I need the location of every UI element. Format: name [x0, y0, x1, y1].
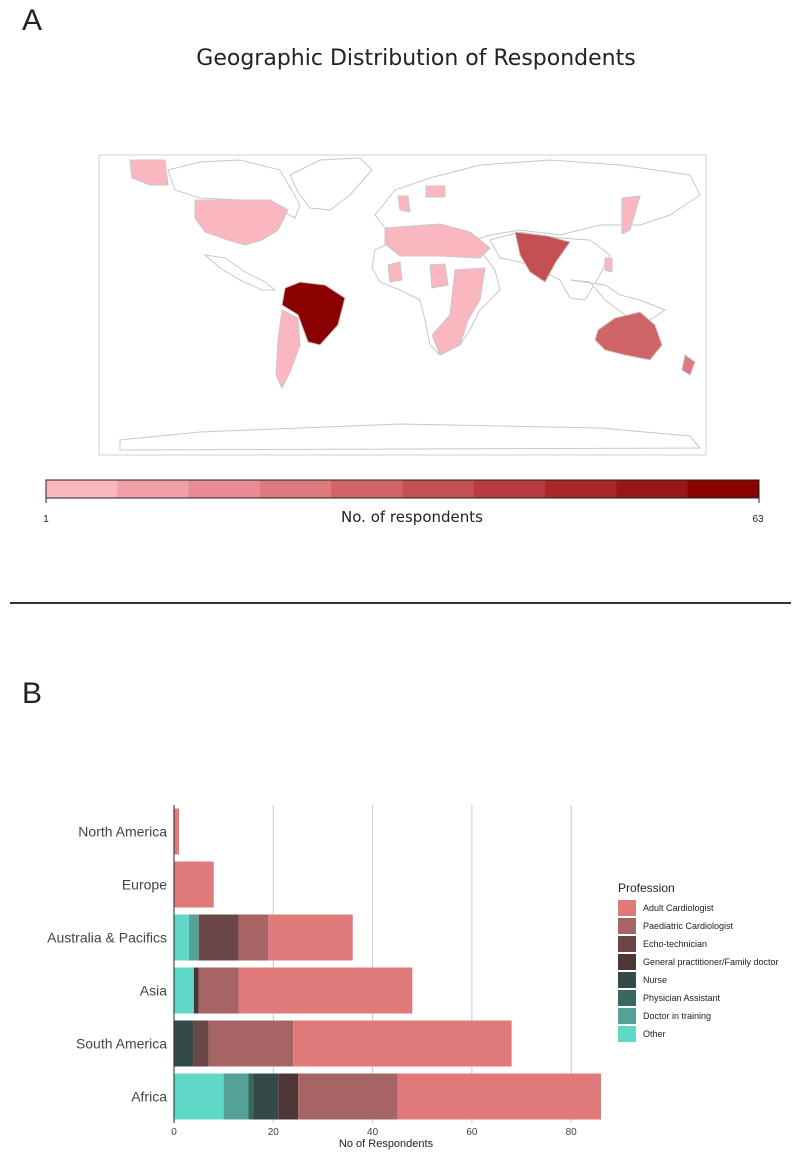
category-label: North America	[78, 824, 167, 840]
legend-label: Physician Assistant	[643, 993, 721, 1003]
colorbar-segment	[331, 480, 403, 498]
legend-label: Doctor in training	[643, 1011, 711, 1021]
colorbar	[45, 479, 760, 503]
legend-label: Paediatric Cardiologist	[643, 921, 734, 931]
india	[514, 231, 571, 283]
bar-segment	[174, 1073, 224, 1120]
panel-divider	[10, 602, 791, 604]
uk	[397, 195, 411, 213]
colorbar-border	[45, 479, 760, 499]
bar-segment	[223, 1073, 249, 1120]
x-tick-label: 60	[466, 1127, 478, 1138]
category-label: Asia	[140, 983, 167, 999]
alaska	[129, 159, 169, 186]
bar-segment	[174, 967, 194, 1014]
bar-segment	[198, 967, 239, 1014]
colorbar-segment	[687, 480, 760, 498]
southern-cone	[275, 309, 301, 390]
bar-segment	[174, 1020, 194, 1067]
bar-segment	[174, 808, 179, 855]
legend-label: Adult Cardiologist	[643, 903, 714, 913]
respondent-countries	[129, 159, 696, 390]
x-tick-label: 20	[268, 1127, 280, 1138]
legend-swatch	[618, 1026, 636, 1042]
colorbar-segment	[117, 480, 190, 498]
central-africa	[429, 263, 449, 289]
bar-segment	[253, 1073, 279, 1120]
x-tick-label: 0	[171, 1127, 177, 1138]
legend-swatch	[618, 900, 636, 916]
category-labels: Africa South America Asia Australia & Pacif…	[47, 824, 167, 1105]
bar-segment	[293, 1020, 512, 1067]
north-africa	[384, 223, 491, 259]
west-africa	[387, 261, 403, 283]
bar-segment	[188, 914, 199, 961]
philippines	[604, 257, 613, 273]
legend-title: Profession	[618, 881, 675, 895]
legend-label: Echo-technician	[643, 939, 707, 949]
colorbar-segment	[545, 480, 617, 498]
bar-segment	[238, 914, 269, 961]
russia-part	[425, 185, 446, 198]
east-africa	[431, 267, 486, 356]
bar-segment	[193, 967, 199, 1014]
legend: Adult Cardiologist Paediatric Cardiologis…	[618, 900, 779, 1042]
bar-segment	[193, 1020, 209, 1067]
category-label: Australia & Pacifics	[47, 930, 167, 946]
colorbar-segment	[473, 480, 546, 498]
x-tick-label: 40	[367, 1127, 379, 1138]
colorbar-segment	[616, 480, 689, 498]
bar-segment	[278, 1073, 299, 1120]
legend-swatch	[618, 954, 636, 970]
colorbar-min-label: 1	[43, 514, 49, 525]
legend-label: Other	[643, 1029, 666, 1039]
legend-label: General practitioner/Family doctor	[643, 957, 779, 967]
bar-segment	[397, 1073, 601, 1120]
colorbar-title: No. of respondents	[341, 508, 483, 526]
category-label: Europe	[122, 877, 167, 893]
legend-label: Nurse	[643, 975, 667, 985]
legend-swatch	[618, 936, 636, 952]
grid-lines	[272, 805, 572, 1123]
bars	[174, 808, 601, 1120]
colorbar-max-label: 63	[752, 514, 764, 525]
bar-segment	[298, 1073, 398, 1120]
panel-b-label: B	[22, 677, 43, 710]
colorbar-segment	[188, 480, 261, 498]
usa	[194, 199, 289, 246]
brazil	[281, 281, 346, 346]
panel-a-label: A	[22, 4, 43, 37]
category-label: Africa	[131, 1089, 167, 1105]
bar-segment	[238, 967, 413, 1014]
x-tick-label: 80	[566, 1127, 578, 1138]
bar-segment	[174, 914, 189, 961]
bar-segment	[208, 1020, 294, 1067]
colorbar-segment	[259, 480, 332, 498]
bar-segment	[268, 914, 353, 961]
legend-swatch	[618, 972, 636, 988]
x-axis-title: No of Respondents	[339, 1138, 434, 1150]
x-ticks: 0 20 40 60 80	[171, 1127, 577, 1138]
map-title: Geographic Distribution of Respondents	[196, 46, 636, 71]
world-map: No. of respondents 1 63	[43, 154, 764, 526]
colorbar-segment	[402, 480, 475, 498]
japan	[621, 195, 641, 235]
bar-segment	[198, 914, 239, 961]
colorbar-segment	[46, 480, 118, 498]
new-zealand	[681, 354, 696, 376]
legend-swatch	[618, 918, 636, 934]
legend-swatch	[618, 990, 636, 1006]
bar-segment	[174, 861, 214, 908]
australia	[594, 311, 663, 361]
bar-segment	[248, 1073, 254, 1120]
legend-swatch	[618, 1008, 636, 1024]
category-label: South America	[76, 1036, 167, 1052]
